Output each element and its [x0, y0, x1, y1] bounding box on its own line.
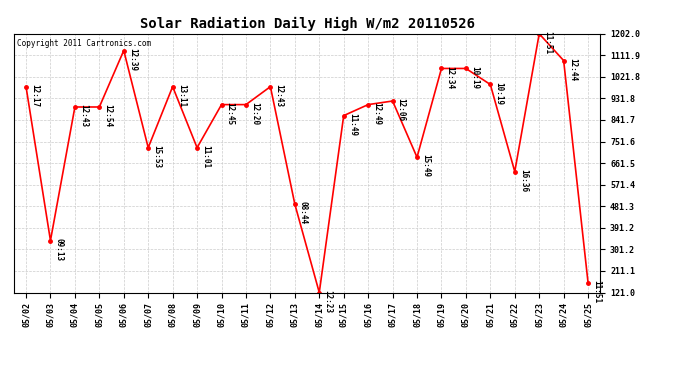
Text: 08:44: 08:44 — [299, 201, 308, 225]
Text: Copyright 2011 Cartronics.com: Copyright 2011 Cartronics.com — [17, 39, 151, 48]
Text: 12:45: 12:45 — [226, 102, 235, 125]
Text: 12:23: 12:23 — [324, 290, 333, 313]
Text: 12:39: 12:39 — [128, 48, 137, 71]
Text: 12:54: 12:54 — [104, 104, 112, 128]
Text: 10:19: 10:19 — [470, 66, 479, 89]
Text: 11:49: 11:49 — [348, 113, 357, 136]
Text: 09:13: 09:13 — [55, 238, 63, 261]
Text: 11:01: 11:01 — [201, 145, 210, 168]
Text: 12:17: 12:17 — [30, 84, 39, 107]
Title: Solar Radiation Daily High W/m2 20110526: Solar Radiation Daily High W/m2 20110526 — [139, 17, 475, 31]
Text: 15:49: 15:49 — [421, 154, 430, 178]
Text: 10:19: 10:19 — [495, 82, 504, 105]
Text: 15:53: 15:53 — [152, 145, 161, 168]
Text: 12:49: 12:49 — [373, 102, 382, 125]
Text: 12:43: 12:43 — [79, 104, 88, 128]
Text: 16:36: 16:36 — [519, 169, 528, 192]
Text: 12:44: 12:44 — [568, 58, 577, 81]
Text: 12:06: 12:06 — [397, 98, 406, 122]
Text: 13:11: 13:11 — [177, 84, 186, 107]
Text: 12:20: 12:20 — [250, 102, 259, 125]
Text: 11:51: 11:51 — [543, 31, 553, 54]
Text: 12:34: 12:34 — [446, 66, 455, 89]
Text: 11:51: 11:51 — [592, 280, 601, 303]
Text: 12:43: 12:43 — [275, 84, 284, 107]
